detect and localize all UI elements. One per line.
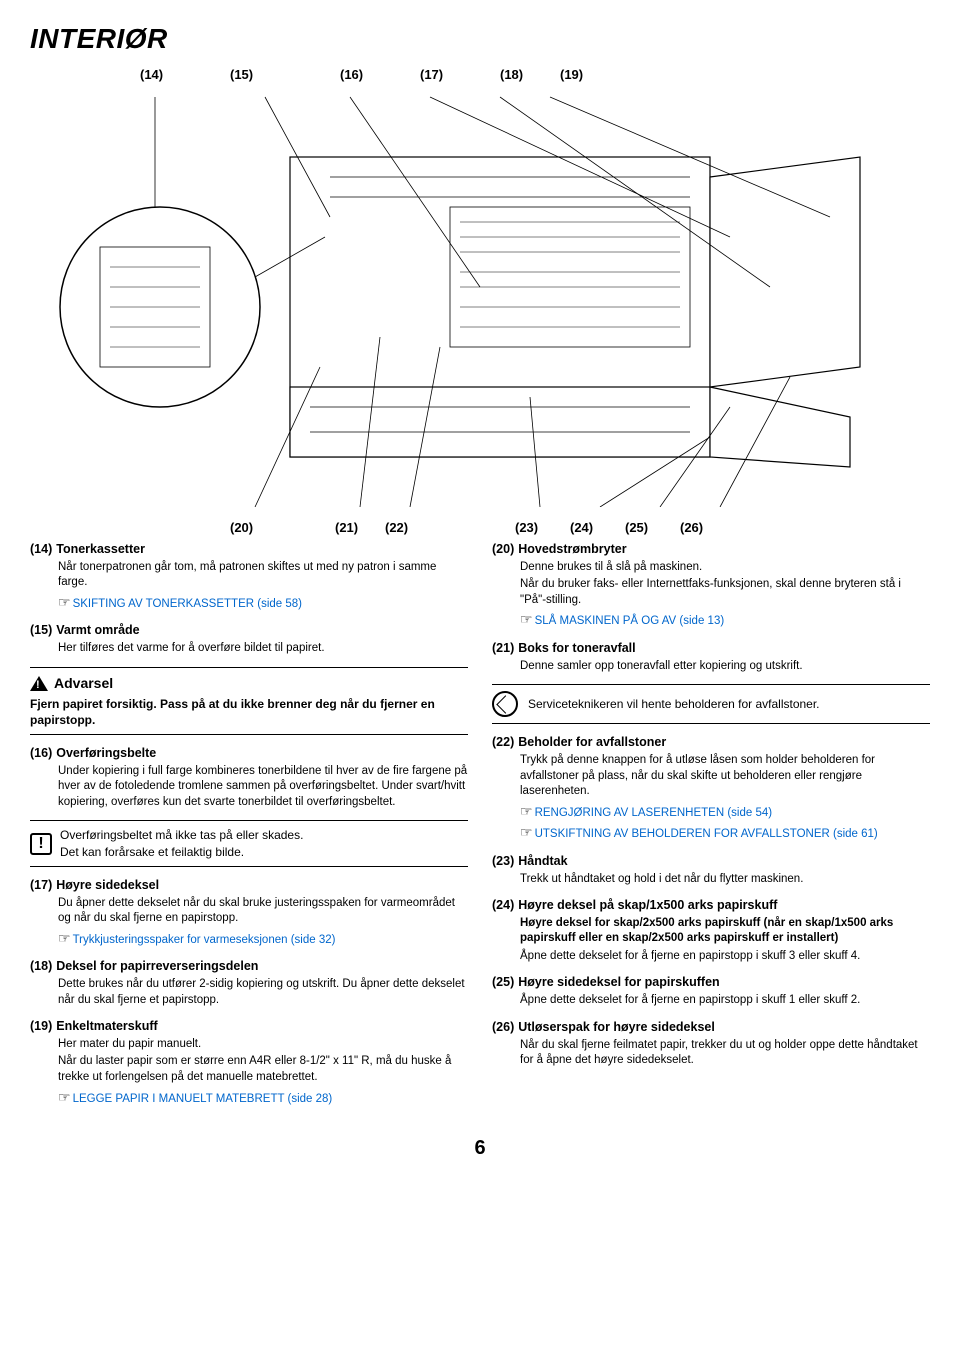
warning-text: Fjern papiret forsiktig. Pass på at du i… [30, 696, 468, 728]
callout-label: (21) [335, 519, 385, 537]
callouts-top: (14) (15) (16) (17) (18) (19) [30, 66, 930, 84]
item-title: Overføringsbelte [56, 745, 156, 762]
pointer-icon: ☞ [58, 930, 71, 946]
item-20: (20)Hovedstrømbryter Denne brukes til å … [492, 541, 930, 630]
item-15: (15)Varmt område Her tilføres det varme … [30, 622, 468, 656]
link-laser-clean[interactable]: RENGJØRING AV LASERENHETEN (side 54) [535, 807, 773, 819]
callouts-bottom: (20) (21) (22) (23) (24) (25) (26) [30, 519, 930, 537]
item-title: Hovedstrømbryter [518, 541, 626, 558]
page-title: INTERIØR [30, 20, 930, 58]
item-num: (18) [30, 958, 52, 975]
right-column: (20)Hovedstrømbryter Denne brukes til å … [492, 541, 930, 1117]
item-text: Her tilføres det varme for å overføre bi… [58, 641, 468, 657]
item-num: (25) [492, 974, 514, 991]
callout-label: (19) [560, 66, 583, 84]
note-box: Serviceteknikeren vil hente beholderen f… [492, 684, 930, 724]
item-17: (17)Høyre sidedeksel Du åpner dette deks… [30, 877, 468, 948]
callout-label: (23) [515, 519, 570, 537]
item-26: (26)Utløserspak for høyre sidedeksel Når… [492, 1019, 930, 1069]
item-title: Høyre sidedeksel for papirskuffen [518, 974, 719, 991]
item-19: (19)Enkeltmaterskuff Her mater du papir … [30, 1018, 468, 1107]
pointer-icon: ☞ [58, 594, 71, 610]
warning-icon [30, 676, 48, 691]
item-18: (18)Deksel for papirreverseringsdelen De… [30, 958, 468, 1008]
item-21: (21)Boks for toneravfall Denne samler op… [492, 640, 930, 674]
item-num: (22) [492, 734, 514, 751]
item-num: (20) [492, 541, 514, 558]
callout-label: (24) [570, 519, 625, 537]
item-text: Åpne dette dekselet for å fjerne en papi… [520, 993, 930, 1009]
item-16: (16)Overføringsbelte Under kopiering i f… [30, 745, 468, 810]
link-toner[interactable]: SKIFTING AV TONERKASSETTER (side 58) [73, 598, 302, 610]
item-num: (16) [30, 745, 52, 762]
callout-label: (20) [230, 519, 335, 537]
page-number: 6 [30, 1135, 930, 1162]
callout-label: (26) [680, 519, 703, 537]
warning-box: Advarsel Fjern papiret forsiktig. Pass p… [30, 667, 468, 735]
item-title: Høyre deksel på skap/1x500 arks papirsku… [518, 897, 777, 914]
item-title: Tonerkassetter [56, 541, 145, 558]
item-text: Dette brukes når du utfører 2-sidig kopi… [58, 977, 468, 1008]
note-text: Serviceteknikeren vil hente beholderen f… [528, 696, 820, 712]
callout-label: (22) [385, 519, 515, 537]
caution-icon: ! [30, 833, 52, 855]
callout-label: (17) [420, 66, 500, 84]
note-icon [492, 691, 518, 717]
warning-title: Advarsel [54, 674, 113, 693]
item-23: (23)Håndtak Trekk ut håndtaket og hold i… [492, 853, 930, 887]
item-text: Når du skal fjerne feilmatet papir, trek… [520, 1038, 930, 1069]
item-text: Du åpner dette dekselet når du skal bruk… [58, 896, 468, 927]
callout-label: (15) [230, 66, 340, 84]
item-title: Høyre sidedeksel [56, 877, 159, 894]
pointer-icon: ☞ [520, 824, 533, 840]
item-num: (26) [492, 1019, 514, 1036]
pointer-icon: ☞ [520, 803, 533, 819]
item-num: (17) [30, 877, 52, 894]
item-title: Varmt område [56, 622, 139, 639]
item-title: Utløserspak for høyre sidedeksel [518, 1019, 715, 1036]
item-num: (24) [492, 897, 514, 914]
link-heat[interactable]: Trykkjusteringsspaker for varmeseksjonen… [73, 934, 336, 946]
printer-diagram [30, 87, 930, 507]
item-14: (14)Tonerkassetter Når tonerpatronen går… [30, 541, 468, 612]
callout-label: (14) [140, 66, 230, 84]
item-24: (24)Høyre deksel på skap/1x500 arks papi… [492, 897, 930, 964]
item-title: Deksel for papirreverseringsdelen [56, 958, 258, 975]
item-text: Trykk på denne knappen for å utløse låse… [520, 753, 930, 800]
item-title: Beholder for avfallstoner [518, 734, 666, 751]
left-column: (14)Tonerkassetter Når tonerpatronen går… [30, 541, 468, 1117]
callout-label: (16) [340, 66, 420, 84]
item-text: Denne brukes til å slå på maskinen. [520, 560, 930, 576]
item-num: (14) [30, 541, 52, 558]
link-manual-tray[interactable]: LEGGE PAPIR I MANUELT MATEBRETT (side 28… [73, 1093, 333, 1105]
item-text: Åpne dette dekselet for å fjerne en papi… [520, 949, 930, 965]
pointer-icon: ☞ [58, 1089, 71, 1105]
caution-text: Det kan forårsake et feilaktig bilde. [60, 844, 303, 860]
item-text: Når du bruker faks- eller Internettfaks-… [520, 577, 930, 608]
item-25: (25)Høyre sidedeksel for papirskuffen Åp… [492, 974, 930, 1008]
item-num: (19) [30, 1018, 52, 1035]
item-title: Enkeltmaterskuff [56, 1018, 157, 1035]
pointer-icon: ☞ [520, 611, 533, 627]
link-power[interactable]: SLÅ MASKINEN PÅ OG AV (side 13) [535, 615, 725, 627]
item-text: Trekk ut håndtaket og hold i det når du … [520, 872, 930, 888]
item-num: (23) [492, 853, 514, 870]
item-text: Når du laster papir som er større enn A4… [58, 1054, 468, 1085]
item-num: (21) [492, 640, 514, 657]
item-title: Håndtak [518, 853, 567, 870]
callout-label: (18) [500, 66, 560, 84]
link-waste-replace[interactable]: UTSKIFTNING AV BEHOLDEREN FOR AVFALLSTON… [535, 828, 878, 840]
item-text: Under kopiering i full farge kombineres … [58, 764, 468, 811]
item-subtitle: Høyre deksel for skap/2x500 arks papirsk… [520, 916, 930, 947]
item-text: Her mater du papir manuelt. [58, 1037, 468, 1053]
item-title: Boks for toneravfall [518, 640, 635, 657]
item-num: (15) [30, 622, 52, 639]
caution-box: ! Overføringsbeltet må ikke tas på eller… [30, 820, 468, 866]
callout-label: (25) [625, 519, 680, 537]
item-text: Denne samler opp toneravfall etter kopie… [520, 659, 930, 675]
caution-text: Overføringsbeltet må ikke tas på eller s… [60, 827, 303, 843]
item-22: (22)Beholder for avfallstoner Trykk på d… [492, 734, 930, 842]
item-text: Når tonerpatronen går tom, må patronen s… [58, 560, 468, 591]
